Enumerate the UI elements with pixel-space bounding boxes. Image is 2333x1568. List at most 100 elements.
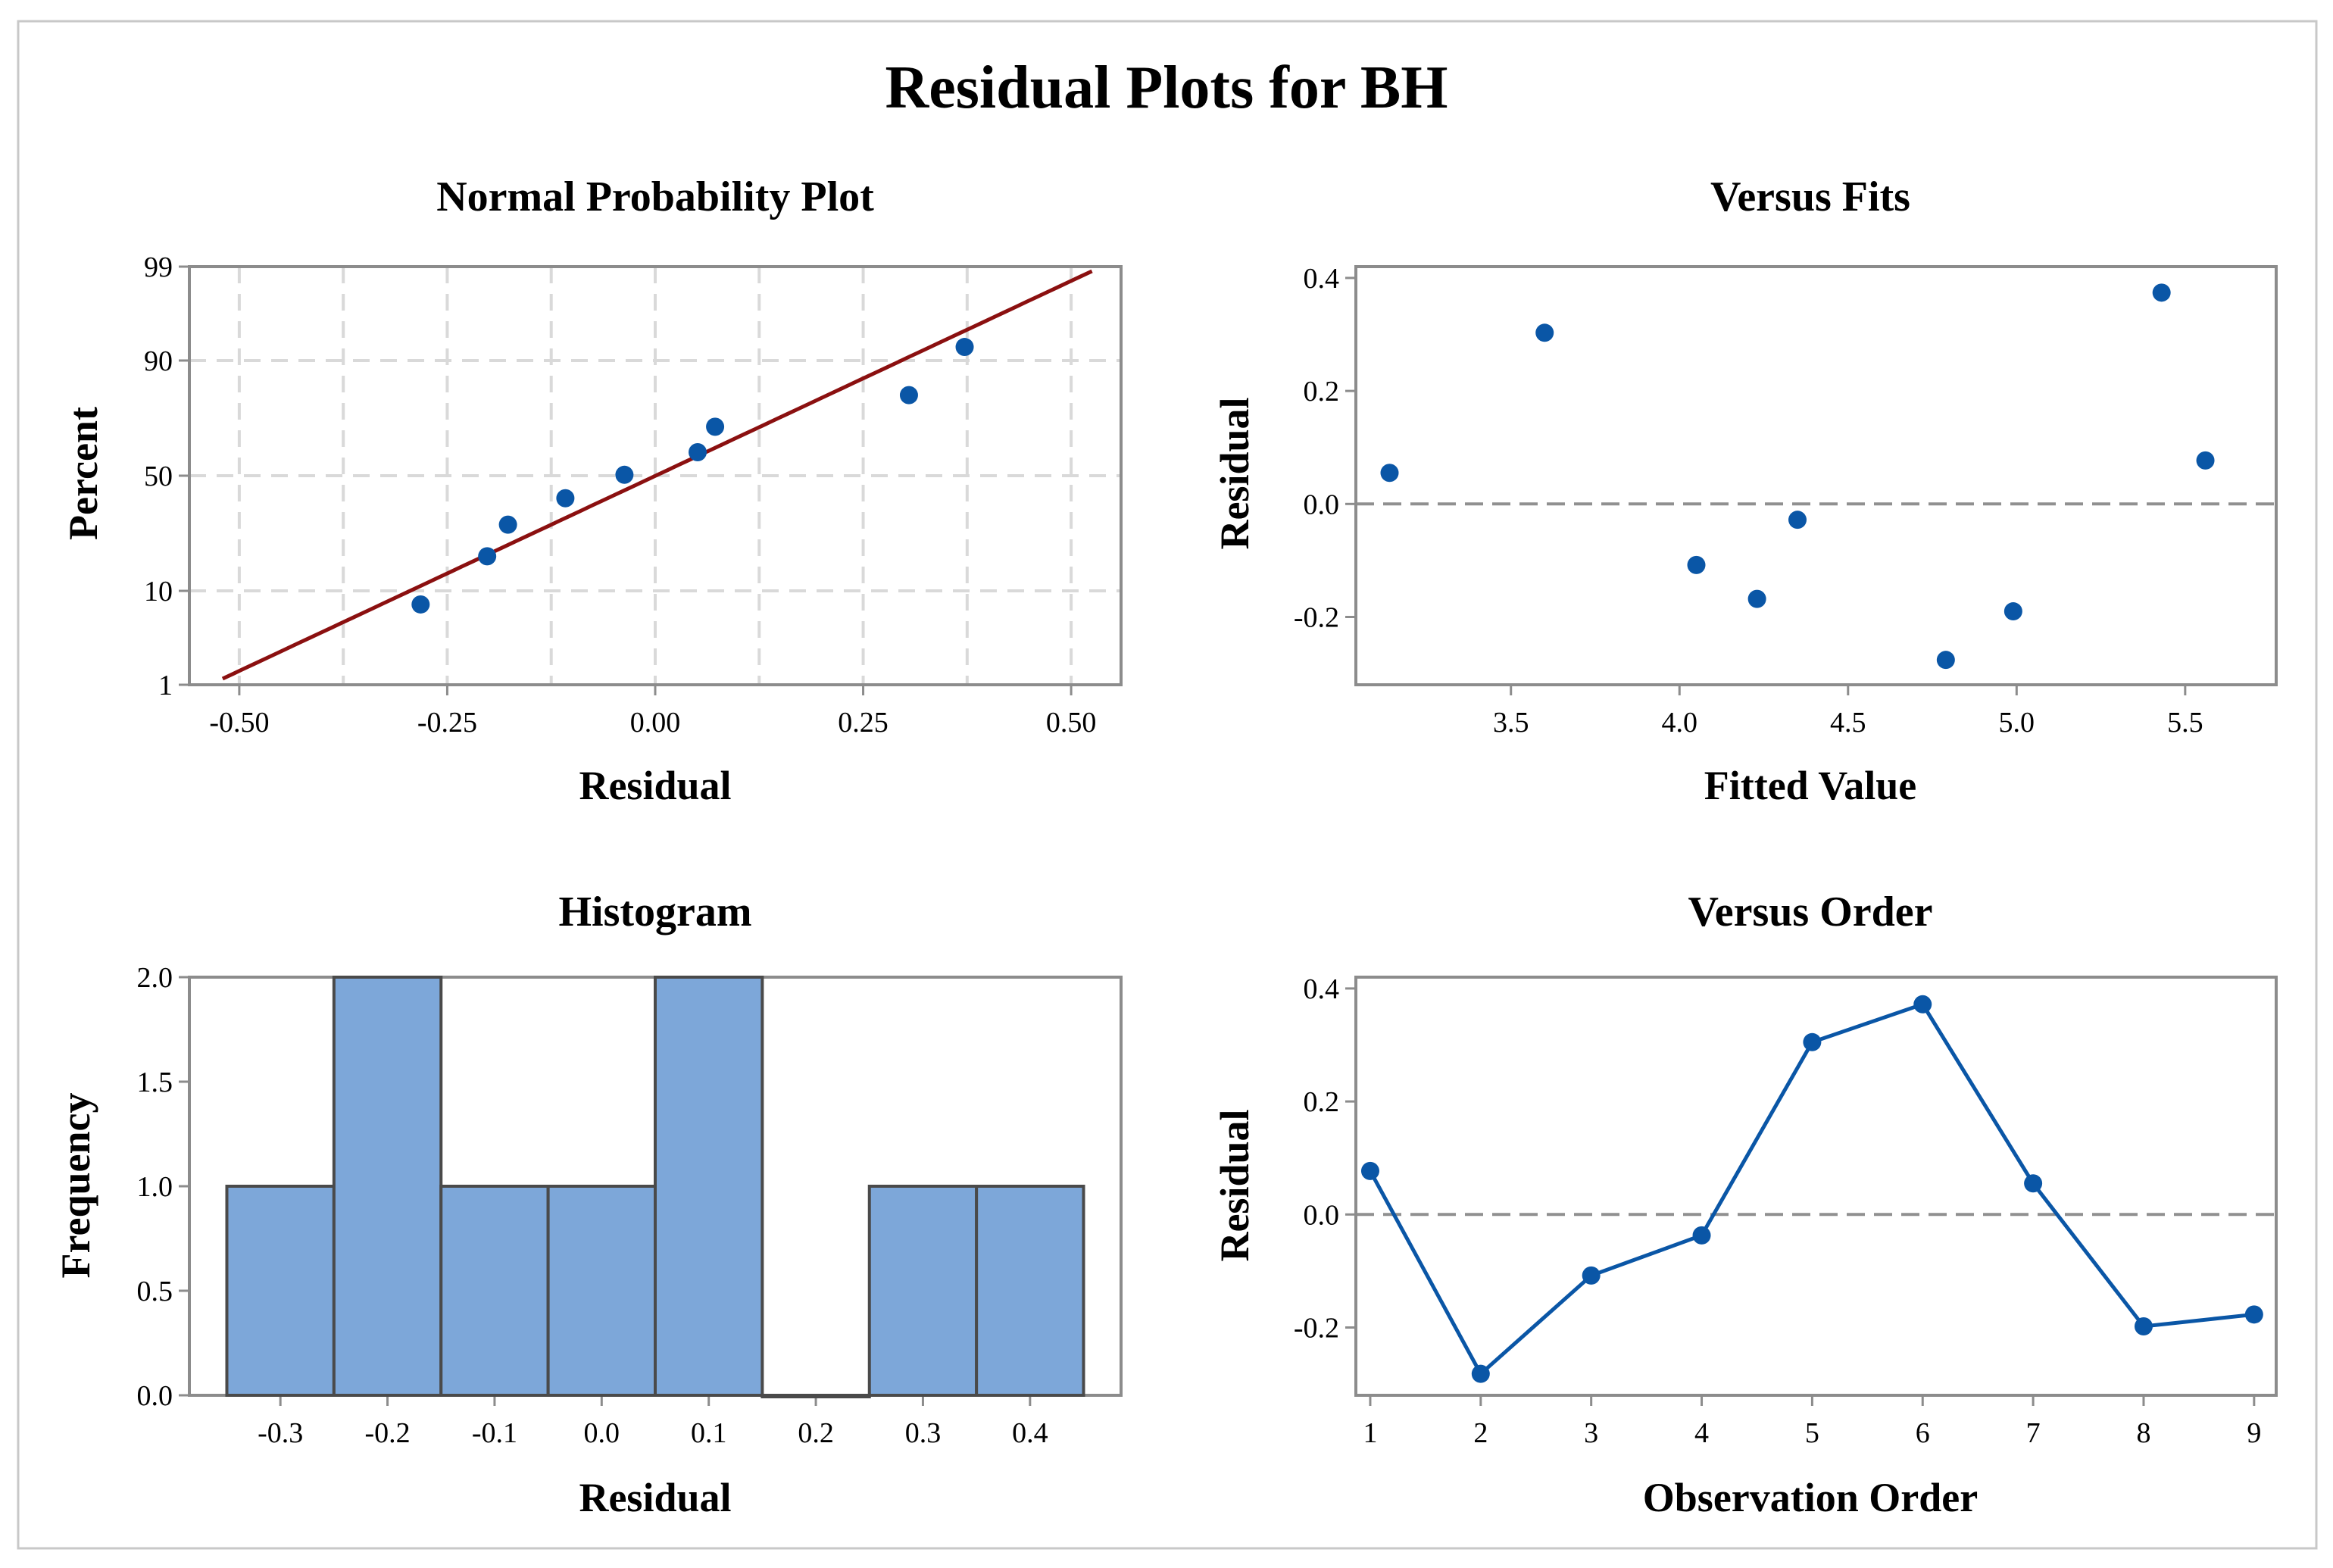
order-data-point: [1360, 1161, 1379, 1180]
normal-data-point: [706, 417, 725, 436]
fits-plot-area-border: [1354, 265, 2278, 686]
fits-plot-title: Versus Fits: [1710, 173, 1910, 220]
histogram-title: Histogram: [558, 889, 751, 935]
histogram-bar: [225, 1185, 336, 1397]
histogram-bar: [867, 1185, 979, 1397]
hist-x-tick-label: 0.1: [691, 1417, 727, 1449]
order-data-point: [1803, 1032, 1822, 1051]
order-data-point: [1471, 1364, 1490, 1383]
normal-y-tick-label: 10: [144, 576, 173, 608]
fits-data-point: [1936, 651, 1955, 670]
order-x-tick-label: 3: [1584, 1417, 1598, 1449]
order-y-tick-label: 0.0: [1304, 1199, 1340, 1231]
order-y-tick-label: 0.2: [1304, 1086, 1340, 1118]
order-x-tick-label: 9: [2247, 1417, 2261, 1449]
order-x-tick-label: 1: [1363, 1417, 1377, 1449]
order-plot-title: Versus Order: [1688, 889, 1932, 935]
normal-plot-y-axis-label: Percent: [61, 407, 106, 540]
fits-y-tick-label: 0.4: [1304, 263, 1340, 295]
order-y-tick-label: 0.4: [1304, 973, 1340, 1005]
histogram-bar: [439, 1185, 550, 1397]
normal-fit-line: [221, 269, 1093, 681]
normal-x-tick-label: 0.50: [1046, 707, 1097, 739]
hist-x-tick-label: 0.4: [1012, 1417, 1048, 1449]
normal-x-tick-label: 0.00: [630, 707, 681, 739]
hist-y-tick-label: 1.0: [137, 1171, 173, 1203]
fits-plot-x-axis-label: Fitted Value: [1704, 763, 1917, 808]
order-plot-area-border: [1354, 976, 2278, 1397]
histogram-bar: [654, 976, 764, 1397]
normal-data-point: [411, 595, 430, 614]
order-plot-x-axis-label: Observation Order: [1643, 1475, 1978, 1520]
fits-data-point: [1788, 511, 1807, 529]
normal-data-point: [478, 547, 497, 566]
main-title: Residual Plots for BH: [885, 55, 1448, 121]
fits-data-point: [1687, 555, 1706, 574]
normal-data-point: [615, 465, 634, 484]
hist-x-tick-label: 0.0: [584, 1417, 620, 1449]
histogram-panel: Histogram Residual Frequency -0.3 -0.2 -0.…: [53, 889, 1123, 1520]
fits-x-tick-label: 5.5: [2167, 707, 2203, 739]
hist-x-tick-label: -0.3: [258, 1417, 303, 1449]
order-data-point: [2134, 1317, 2153, 1335]
fits-x-tick-label: 3.5: [1493, 707, 1529, 739]
normal-x-tick-label: -0.50: [209, 707, 269, 739]
normal-x-tick-label: -0.25: [417, 707, 477, 739]
fits-x-tick-label: 5.0: [1999, 707, 2035, 739]
normal-data-point: [689, 443, 707, 462]
normal-y-tick-label: 50: [144, 461, 173, 492]
fits-data-point: [2196, 451, 2215, 470]
order-data-point: [1692, 1226, 1711, 1245]
order-x-tick-label: 6: [1916, 1417, 1930, 1449]
histogram-x-axis-label: Residual: [579, 1475, 731, 1520]
order-data-point: [2024, 1174, 2043, 1193]
fits-data-point: [2004, 602, 2022, 621]
order-data-point: [1913, 995, 1932, 1014]
order-data-point: [2244, 1305, 2263, 1324]
normal-x-tick-label: 0.25: [838, 707, 889, 739]
normal-data-point: [498, 515, 517, 534]
hist-x-tick-label: -0.2: [364, 1417, 410, 1449]
hist-x-tick-label: -0.1: [472, 1417, 517, 1449]
fits-y-tick-label: -0.2: [1294, 601, 1339, 633]
hist-y-tick-label: 2.0: [137, 962, 173, 994]
versus-order-panel: Versus Order Observation Order Residual …: [1212, 889, 2278, 1520]
histogram-bar: [760, 1394, 871, 1398]
normal-data-point: [955, 338, 974, 357]
hist-y-tick-label: 0.5: [137, 1276, 173, 1307]
normal-probability-plot-panel: Normal Probability Plot Residual Percent…: [61, 173, 1123, 808]
fits-y-tick-label: 0.0: [1304, 489, 1340, 520]
hist-x-tick-label: 0.3: [905, 1417, 942, 1449]
order-y-tick-label: -0.2: [1294, 1312, 1339, 1344]
versus-fits-panel: Versus Fits Fitted Value Residual 3.5 4.0…: [1212, 173, 2278, 808]
order-x-tick-label: 7: [2026, 1417, 2041, 1449]
order-data-point: [1582, 1266, 1601, 1285]
fits-data-point: [1535, 323, 1554, 342]
histogram-bar: [975, 1185, 1085, 1397]
normal-data-point: [899, 386, 918, 404]
order-x-tick-label: 5: [1805, 1417, 1819, 1449]
fits-x-tick-label: 4.0: [1662, 707, 1698, 739]
normal-y-tick-label: 90: [144, 345, 173, 377]
normal-y-tick-label: 99: [144, 251, 173, 283]
order-x-tick-label: 8: [2136, 1417, 2150, 1449]
normal-plot-title: Normal Probability Plot: [436, 173, 874, 220]
fits-data-point: [2152, 283, 2171, 302]
normal-plot-x-axis-label: Residual: [579, 763, 731, 808]
hist-y-tick-label: 0.0: [137, 1380, 173, 1412]
fits-data-point: [1380, 464, 1399, 483]
normal-data-point: [556, 489, 575, 508]
fits-y-tick-label: 0.2: [1304, 376, 1340, 408]
fits-plot-y-axis-label: Residual: [1212, 397, 1257, 549]
histogram-bar: [546, 1185, 657, 1397]
order-x-tick-label: 2: [1473, 1417, 1488, 1449]
fits-x-tick-label: 4.5: [1830, 707, 1866, 739]
histogram-y-axis-label: Frequency: [53, 1093, 98, 1279]
histogram-bar: [332, 976, 443, 1397]
hist-y-tick-label: 1.5: [137, 1067, 173, 1098]
hist-x-tick-label: 0.2: [798, 1417, 834, 1449]
normal-y-tick-label: 1: [158, 670, 173, 701]
order-plot-y-axis-label: Residual: [1212, 1109, 1257, 1261]
order-x-tick-label: 4: [1694, 1417, 1709, 1449]
